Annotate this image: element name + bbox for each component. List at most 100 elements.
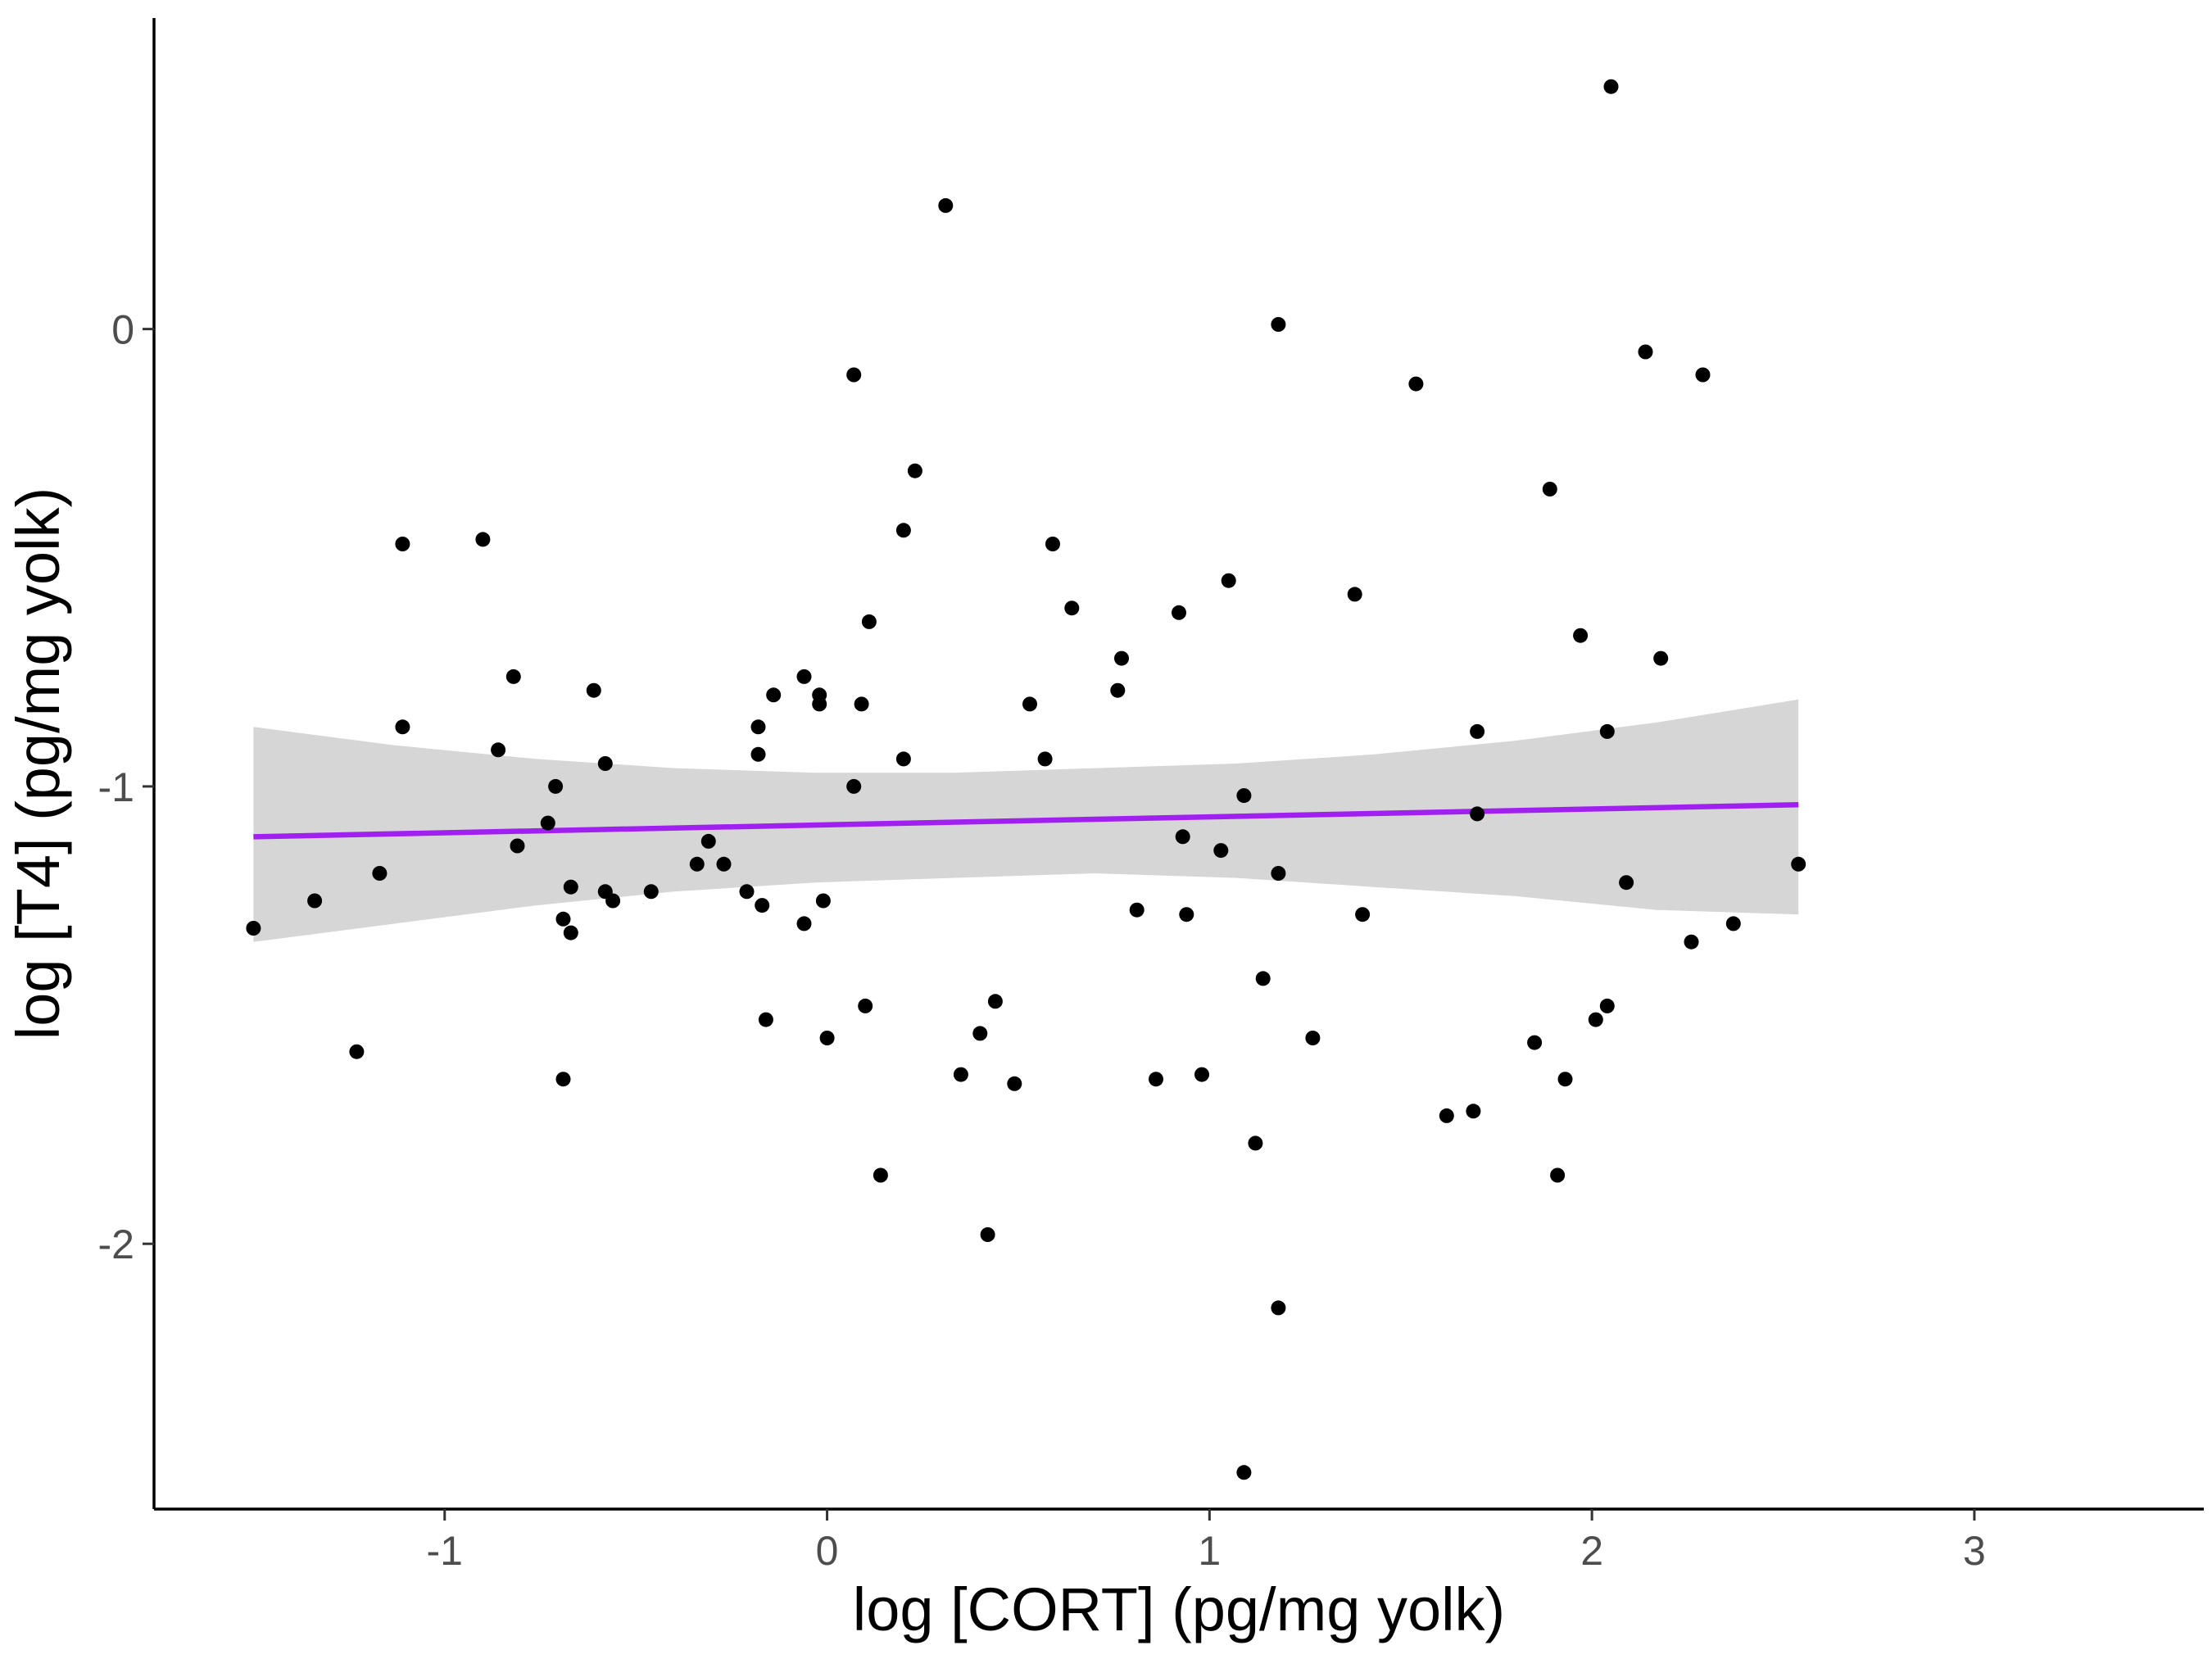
data-point [563, 879, 578, 895]
data-point [548, 778, 564, 794]
data-point [758, 1012, 773, 1027]
data-point [1557, 1072, 1573, 1087]
y-tick-label: -2 [98, 1222, 134, 1267]
data-point [895, 523, 911, 538]
data-point [1129, 902, 1145, 918]
data-point [597, 756, 613, 771]
data-point [1599, 723, 1615, 739]
data-point [812, 696, 827, 712]
data-points-layer [246, 79, 1806, 1480]
data-point [861, 614, 877, 629]
data-point [689, 856, 705, 872]
data-point [1194, 1067, 1209, 1082]
data-point [858, 998, 873, 1013]
data-point [716, 856, 732, 872]
data-point [1045, 537, 1060, 551]
data-point [938, 197, 954, 213]
data-point [1573, 628, 1589, 643]
data-point [750, 746, 766, 762]
data-point [980, 1227, 995, 1242]
data-point [854, 696, 869, 712]
x-axis-title: log [CORT] (pg/mg yolk) [853, 1575, 1505, 1643]
data-point [796, 916, 812, 931]
data-point [1653, 650, 1669, 666]
data-point [1527, 1035, 1543, 1050]
data-point [1022, 696, 1037, 712]
data-point [246, 921, 261, 936]
data-point [819, 1031, 835, 1045]
data-point [1439, 1108, 1454, 1123]
data-point [510, 838, 525, 854]
x-tick-label: 2 [1580, 1528, 1603, 1574]
data-point [1037, 751, 1053, 767]
data-point [1248, 1135, 1263, 1151]
data-point [505, 669, 521, 684]
data-point [1347, 587, 1362, 602]
data-point [1466, 1104, 1481, 1119]
data-point [1149, 1072, 1163, 1087]
data-point [755, 898, 770, 913]
fit-line-layer [253, 801, 1799, 840]
data-point [1221, 573, 1236, 588]
y-axis-title: log [T4] (pg/mg yolk) [4, 487, 72, 1040]
data-point [1684, 934, 1699, 950]
data-point [1791, 856, 1806, 872]
data-point [1064, 601, 1080, 616]
data-point [1271, 317, 1286, 332]
data-point [700, 833, 716, 849]
data-point [895, 751, 911, 767]
data-point [349, 1044, 365, 1059]
data-point [972, 1026, 988, 1041]
data-point [1110, 682, 1126, 698]
fit-line [253, 801, 1799, 840]
data-point [750, 719, 766, 735]
data-point [1470, 723, 1485, 739]
data-point [1408, 376, 1424, 392]
y-tick-label: -1 [98, 764, 134, 810]
data-point [1305, 1031, 1321, 1045]
y-axis-ticks: 0 -1 -2 [98, 307, 154, 1267]
x-axis-ticks: -1 0 1 2 3 [427, 1509, 1986, 1574]
data-point [846, 778, 862, 794]
x-tick-label: 3 [1963, 1528, 1986, 1574]
data-point [796, 669, 812, 684]
data-point [555, 1072, 571, 1087]
data-point [1355, 907, 1371, 922]
data-point [1007, 1076, 1022, 1091]
data-point [1271, 1300, 1286, 1316]
data-point [766, 687, 782, 703]
data-point [643, 884, 659, 900]
data-point [1542, 482, 1557, 496]
data-point [586, 682, 601, 698]
data-point [1603, 79, 1619, 94]
data-point [1619, 875, 1634, 891]
data-point [1236, 1465, 1252, 1480]
data-point [395, 537, 410, 551]
x-tick-label: 1 [1198, 1528, 1221, 1574]
data-point [907, 463, 922, 478]
data-point [307, 893, 323, 909]
data-point [739, 884, 755, 900]
data-point [953, 1067, 968, 1082]
data-point [1599, 998, 1615, 1013]
data-point [987, 994, 1003, 1009]
data-point [1638, 344, 1653, 360]
y-tick-label: 0 [111, 307, 134, 353]
x-tick-label: -1 [427, 1528, 463, 1574]
data-point [491, 742, 506, 758]
data-point [372, 866, 388, 881]
data-point [1695, 367, 1711, 383]
data-point [873, 1167, 888, 1183]
data-point [1172, 605, 1186, 620]
data-point [1271, 866, 1286, 881]
data-point [475, 532, 491, 547]
data-point [1470, 806, 1485, 822]
data-point [1236, 788, 1252, 804]
data-point [555, 911, 571, 927]
x-tick-label: 0 [816, 1528, 839, 1574]
data-point [605, 893, 621, 909]
data-point [1175, 829, 1190, 845]
data-point [1179, 907, 1194, 922]
data-point [846, 367, 862, 383]
